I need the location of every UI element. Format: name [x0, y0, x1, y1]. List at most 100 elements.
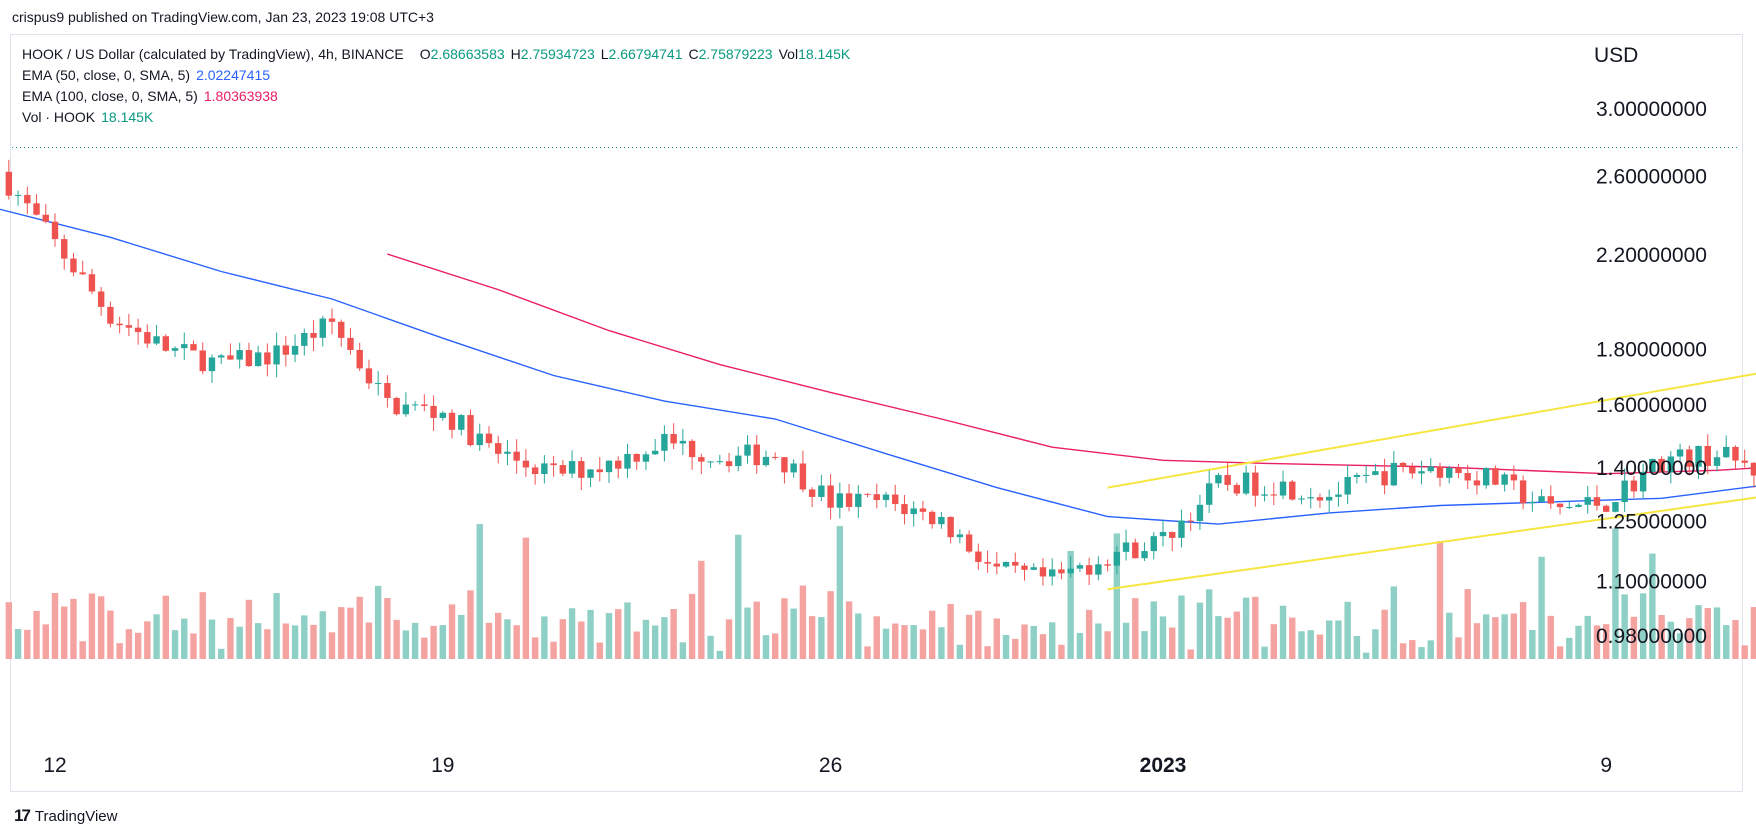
candle[interactable] — [1483, 467, 1489, 488]
candle[interactable] — [172, 346, 178, 357]
candle[interactable] — [24, 187, 30, 215]
candle[interactable] — [1520, 475, 1526, 509]
candle[interactable] — [1732, 445, 1738, 468]
candle[interactable] — [1160, 520, 1166, 546]
candle[interactable] — [864, 493, 870, 497]
candle[interactable] — [430, 395, 436, 431]
candle[interactable] — [680, 429, 686, 455]
candle[interactable] — [615, 456, 621, 478]
candle[interactable] — [393, 397, 399, 416]
candle[interactable] — [153, 325, 159, 345]
candle[interactable] — [495, 436, 501, 464]
candle[interactable] — [1261, 486, 1267, 501]
candle[interactable] — [144, 324, 150, 348]
candle[interactable] — [624, 444, 630, 478]
candle[interactable] — [1151, 532, 1157, 559]
candle[interactable] — [227, 343, 233, 359]
candle[interactable] — [790, 459, 796, 477]
candle[interactable] — [1215, 473, 1221, 488]
candle[interactable] — [1363, 466, 1369, 483]
candle[interactable] — [1280, 471, 1286, 500]
candle[interactable] — [52, 213, 58, 246]
candle[interactable] — [486, 426, 492, 448]
candle[interactable] — [1492, 465, 1498, 485]
candle[interactable] — [1086, 558, 1092, 585]
candle[interactable] — [255, 346, 261, 367]
candle[interactable] — [1529, 492, 1535, 512]
channel-upper-trendline[interactable] — [1108, 254, 1756, 488]
candle[interactable] — [772, 452, 778, 459]
candle[interactable] — [698, 454, 704, 475]
candle[interactable] — [532, 464, 538, 484]
candle[interactable] — [116, 317, 122, 334]
candle[interactable] — [643, 451, 649, 470]
candle[interactable] — [135, 319, 141, 345]
candle[interactable] — [984, 551, 990, 573]
candle[interactable] — [264, 343, 270, 376]
candle[interactable] — [1409, 463, 1415, 479]
candle[interactable] — [1723, 436, 1729, 458]
candle[interactable] — [403, 392, 409, 416]
candle[interactable] — [1428, 458, 1434, 473]
candle[interactable] — [1446, 466, 1452, 484]
candle[interactable] — [726, 453, 732, 472]
trendlines[interactable] — [1108, 254, 1756, 589]
candle[interactable] — [541, 455, 547, 483]
candle[interactable] — [1585, 486, 1591, 514]
candle[interactable] — [421, 394, 427, 411]
candle[interactable] — [1003, 561, 1009, 567]
candle[interactable] — [1455, 464, 1461, 478]
candle[interactable] — [1123, 530, 1129, 561]
candle[interactable] — [320, 316, 326, 347]
candle[interactable] — [1178, 510, 1184, 548]
candle[interactable] — [1077, 563, 1083, 572]
volume-row[interactable]: Vol · HOOK 18.145K — [22, 107, 850, 128]
candle[interactable] — [1742, 450, 1748, 468]
candle[interactable] — [634, 453, 640, 470]
candle[interactable] — [504, 440, 510, 465]
candle[interactable] — [246, 343, 252, 367]
candle[interactable] — [458, 414, 464, 435]
candle[interactable] — [449, 409, 455, 438]
candle[interactable] — [1418, 461, 1424, 485]
ema50-row[interactable]: EMA (50, close, 0, SMA, 5) 2.02247415 — [22, 65, 850, 86]
candle[interactable] — [375, 371, 381, 395]
symbol-row[interactable]: HOOK / US Dollar (calculated by TradingV… — [22, 44, 850, 65]
candle[interactable] — [190, 340, 196, 350]
candle[interactable] — [1538, 489, 1544, 502]
candle[interactable] — [892, 485, 898, 511]
candle[interactable] — [735, 446, 741, 471]
candle[interactable] — [347, 328, 353, 355]
candle[interactable] — [661, 425, 667, 461]
candle[interactable] — [80, 261, 86, 275]
candle[interactable] — [938, 512, 944, 529]
candle[interactable] — [763, 450, 769, 466]
candle[interactable] — [1289, 480, 1295, 501]
candle[interactable] — [98, 287, 104, 316]
candle[interactable] — [818, 475, 824, 501]
candle[interactable] — [1169, 531, 1175, 551]
candle[interactable] — [707, 461, 713, 468]
candle[interactable] — [273, 333, 279, 378]
candle[interactable] — [384, 375, 390, 407]
candle[interactable] — [1594, 485, 1600, 510]
candle[interactable] — [1557, 503, 1563, 514]
candle[interactable] — [1243, 465, 1249, 495]
channel-lower-trendline[interactable] — [1108, 401, 1756, 589]
candle[interactable] — [550, 456, 556, 477]
candle[interactable] — [209, 354, 215, 383]
candle[interactable] — [43, 204, 49, 223]
candle[interactable] — [107, 302, 113, 328]
candle[interactable] — [338, 320, 344, 347]
candle[interactable] — [883, 492, 889, 508]
candle[interactable] — [440, 411, 446, 421]
candle[interactable] — [1104, 559, 1110, 571]
candle[interactable] — [1298, 496, 1304, 505]
candle[interactable] — [1575, 503, 1581, 507]
candle[interactable] — [61, 235, 67, 270]
ema100-row[interactable]: EMA (100, close, 0, SMA, 5) 1.80363938 — [22, 86, 850, 107]
candle[interactable] — [467, 410, 473, 447]
candle[interactable] — [1714, 450, 1720, 471]
candle[interactable] — [1012, 553, 1018, 573]
candle[interactable] — [920, 501, 926, 520]
